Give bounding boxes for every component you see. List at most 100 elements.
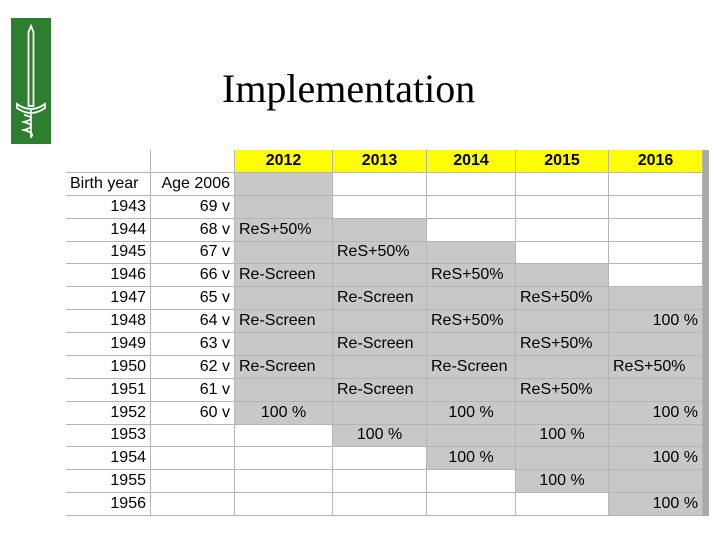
schedule-cell — [333, 310, 427, 333]
schedule-cell: ReS+50% — [516, 333, 609, 356]
schedule-cell: ReS+50% — [427, 310, 516, 333]
schedule-cell — [609, 470, 703, 494]
sword-emblem-icon — [16, 23, 46, 138]
schedule-cell: 100 % — [427, 447, 516, 471]
schedule-cell — [609, 287, 703, 311]
schedule-cell: ReS+50% — [516, 378, 609, 402]
schedule-cell: Re-Screen — [235, 264, 333, 288]
schedule-cell: Re-Screen — [333, 333, 427, 356]
schedule-cell: Re-Screen — [427, 355, 516, 379]
schedule-cell: 100 % — [609, 310, 703, 333]
schedule-cell: 100 % — [235, 401, 333, 425]
schedule-cell — [333, 447, 427, 471]
schedule-cell — [609, 333, 703, 356]
age-cell: 64 v — [151, 310, 235, 333]
schedule-cell: ReS+50% — [333, 241, 427, 265]
birth-year-cell: 1950 — [66, 355, 151, 379]
page-title: Implementation — [222, 66, 476, 111]
schedule-cell — [516, 355, 609, 379]
birth-year-cell: 1953 — [66, 424, 151, 448]
schedule-cell: 100 % — [516, 470, 609, 494]
table-cell — [333, 172, 427, 196]
schedule-cell — [235, 333, 333, 356]
birth-year-cell: 1943 — [66, 195, 151, 219]
schedule-cell: Re-Screen — [333, 287, 427, 311]
table-header-year: 2015 — [516, 150, 609, 173]
schedule-cell: 100 % — [333, 424, 427, 448]
schedule-cell — [235, 195, 333, 219]
schedule-cell — [516, 310, 609, 333]
schedule-cell — [516, 241, 609, 265]
schedule-cell — [235, 470, 333, 494]
birth-year-cell: 1949 — [66, 333, 151, 356]
schedule-cell — [427, 493, 516, 516]
age-cell: 60 v — [151, 401, 235, 425]
birth-year-cell: 1944 — [66, 218, 151, 242]
schedule-cell — [235, 241, 333, 265]
schedule-cell — [333, 470, 427, 494]
table-cell — [516, 172, 609, 196]
schedule-cell: Re-Screen — [235, 355, 333, 379]
schedule-cell: Re-Screen — [235, 310, 333, 333]
schedule-cell — [235, 287, 333, 311]
table-header-year: 2013 — [333, 150, 427, 173]
age-header: Age 2006 — [151, 172, 235, 196]
schedule-cell — [427, 424, 516, 448]
birth-year-cell: 1956 — [66, 493, 151, 516]
schedule-cell — [516, 401, 609, 425]
birth-year-cell: 1948 — [66, 310, 151, 333]
schedule-cell — [333, 218, 427, 242]
age-cell: 66 v — [151, 264, 235, 288]
age-cell — [151, 447, 235, 471]
schedule-cell — [427, 287, 516, 311]
schedule-cell — [235, 424, 333, 448]
logo — [11, 18, 51, 144]
age-cell: 67 v — [151, 241, 235, 265]
schedule-cell: ReS+50% — [427, 264, 516, 288]
age-cell: 63 v — [151, 333, 235, 356]
schedule-cell — [427, 195, 516, 219]
birth-year-cell: 1945 — [66, 241, 151, 265]
schedule-cell — [333, 195, 427, 219]
schedule-cell — [516, 264, 609, 288]
table-header-blank — [66, 150, 151, 173]
table-cell — [235, 172, 333, 196]
age-cell: 62 v — [151, 355, 235, 379]
schedule-cell — [427, 333, 516, 356]
schedule-cell — [427, 241, 516, 265]
birth-year-cell: 1952 — [66, 401, 151, 425]
birth-year-cell: 1951 — [66, 378, 151, 402]
age-cell: 65 v — [151, 287, 235, 311]
schedule-cell: ReS+50% — [609, 355, 703, 379]
schedule-cell — [609, 264, 703, 288]
schedule-cell — [609, 218, 703, 242]
age-cell: 68 v — [151, 218, 235, 242]
table-header-blank — [151, 150, 235, 173]
birth-year-cell: 1955 — [66, 470, 151, 494]
table-cell — [609, 172, 703, 196]
schedule-cell — [235, 378, 333, 402]
age-cell — [151, 493, 235, 516]
schedule-cell: ReS+50% — [516, 287, 609, 311]
schedule-cell — [427, 470, 516, 494]
schedule-cell — [235, 493, 333, 516]
age-cell: 69 v — [151, 195, 235, 219]
schedule-cell: 100 % — [516, 424, 609, 448]
table-header-year: 2016 — [609, 150, 703, 173]
schedule-cell: 100 % — [609, 447, 703, 471]
schedule-cell — [516, 218, 609, 242]
table-header-year: 2012 — [235, 150, 333, 173]
birth-year-cell: 1954 — [66, 447, 151, 471]
schedule-cell: 100 % — [609, 493, 703, 516]
age-cell: 61 v — [151, 378, 235, 402]
schedule-cell — [235, 447, 333, 471]
birth-year-header: Birth year — [66, 172, 151, 196]
schedule-cell: 100 % — [609, 401, 703, 425]
schedule-cell — [516, 493, 609, 516]
schedule-table: 2012 2013 2014 2015 2016 Birth year Age … — [66, 150, 709, 516]
table-cell — [427, 172, 516, 196]
schedule-cell — [516, 447, 609, 471]
age-cell — [151, 470, 235, 494]
age-cell — [151, 424, 235, 448]
schedule-cell — [427, 378, 516, 402]
